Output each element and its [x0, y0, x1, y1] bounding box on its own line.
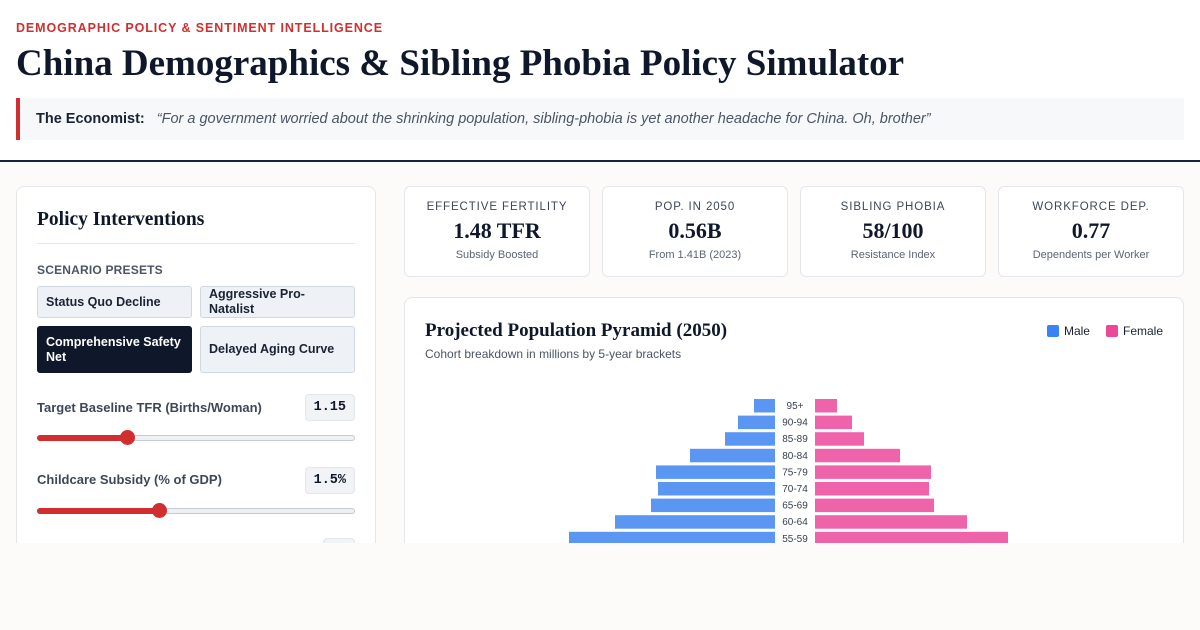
preset-delayed-aging-button[interactable]: Delayed Aging Curve [200, 326, 355, 373]
age-label: 85-89 [782, 434, 808, 445]
legend-female-swatch [1105, 325, 1118, 337]
kpi-effective-fertility: EFFECTIVE FERTILITY 1.48 TFR Subsidy Boo… [404, 186, 590, 277]
bar-male-55-59 [569, 531, 775, 546]
kpi-sibling-phobia: SIBLING PHOBIA 58/100 Resistance Index [800, 186, 986, 277]
bar-female-90-94 [815, 415, 852, 430]
age-label: 95+ [787, 401, 804, 412]
age-label: 70-74 [782, 484, 808, 495]
page-eyebrow: DEMOGRAPHIC POLICY & SENTIMENT INTELLIGE… [16, 21, 383, 35]
chart-subtitle: Cohort breakdown in millions by 5-year b… [425, 347, 682, 361]
panel-divider [37, 243, 355, 244]
subsidy-label: Childcare Subsidy (% of GDP) [37, 472, 222, 487]
bar-male-85-89 [725, 432, 775, 446]
kpi-sub: Subsidy Boosted [455, 249, 539, 261]
chart-legend: Male Female [1046, 324, 1163, 338]
tfr-value: 1.15 [304, 394, 355, 421]
viewport-edge [0, 543, 1200, 630]
page-title: China Demographics & Sibling Phobia Poli… [16, 43, 905, 84]
bar-male-60-64 [615, 515, 775, 529]
page-header: DEMOGRAPHIC POLICY & SENTIMENT INTELLIGE… [0, 0, 1200, 162]
bar-female-85-89 [815, 432, 864, 446]
bar-female-95+ [815, 399, 837, 413]
kpi-label: SIBLING PHOBIA [840, 201, 946, 213]
legend-female: Female [1105, 324, 1163, 338]
bar-female-55-59 [815, 531, 1008, 546]
bar-female-80-84 [815, 448, 900, 463]
preset-pro-natalist-button[interactable]: Aggressive Pro-Natalist [200, 286, 355, 318]
policy-panel: Policy Interventions SCENARIO PRESETS St… [16, 186, 376, 586]
kpi-value: 0.56B [668, 218, 722, 243]
age-label: 55-59 [782, 534, 808, 545]
kpi-sub: Resistance Index [850, 249, 936, 261]
tfr-slider[interactable] [37, 430, 355, 445]
kpi-workforce-dependency: WORKFORCE DEP. 0.77 Dependents per Worke… [998, 186, 1184, 277]
kpi-value: 1.48 TFR [453, 218, 541, 243]
bar-female-65-69 [815, 498, 934, 513]
tfr-slider-fill [37, 435, 127, 441]
subsidy-slider-thumb[interactable] [151, 503, 167, 518]
age-label: 80-84 [782, 451, 808, 462]
kpi-value: 0.77 [1071, 218, 1111, 243]
tfr-label: Target Baseline TFR (Births/Woman) [37, 400, 262, 415]
kpi-population-2050: POP. IN 2050 0.56B From 1.41B (2023) [602, 186, 788, 277]
kpi-label: WORKFORCE DEP. [1032, 201, 1150, 213]
kpi-label: EFFECTIVE FERTILITY [426, 201, 568, 213]
bar-female-70-74 [815, 482, 929, 496]
subsidy-slider[interactable] [37, 503, 355, 518]
bar-male-65-69 [651, 498, 775, 513]
panel-title: Policy Interventions [37, 209, 205, 230]
bar-male-90-94 [738, 415, 775, 430]
bar-male-95+ [754, 399, 775, 413]
bar-male-80-84 [690, 448, 775, 463]
kpi-value: 58/100 [862, 218, 924, 243]
legend-male-label: Male [1063, 324, 1090, 338]
legend-male: Male [1046, 324, 1090, 338]
preset-status-quo-button[interactable]: Status Quo Decline [37, 286, 192, 318]
subsidy-slider-fill [37, 508, 158, 514]
presets-label: SCENARIO PRESETS [37, 263, 163, 277]
chart-title: Projected Population Pyramid (2050) [425, 320, 728, 341]
age-label: 65-69 [782, 501, 808, 512]
bar-male-70-74 [658, 482, 775, 496]
legend-female-label: Female [1122, 324, 1163, 338]
bar-male-75-79 [656, 465, 775, 479]
bar-female-75-79 [815, 465, 931, 479]
age-label: 60-64 [782, 517, 808, 528]
subsidy-value: 1.5% [304, 467, 355, 494]
kpi-sub: From 1.41B (2023) [648, 249, 742, 261]
quote-source: The Economist: [36, 111, 145, 127]
kpi-sub: Dependents per Worker [1032, 249, 1150, 261]
tfr-slider-thumb[interactable] [120, 430, 136, 445]
age-label: 90-94 [782, 418, 808, 429]
quote-text: “For a government worried about the shri… [156, 111, 931, 127]
preset-safety-net-button[interactable]: Comprehensive Safety Net [37, 326, 192, 373]
kpi-label: POP. IN 2050 [654, 201, 736, 213]
bar-female-60-64 [815, 515, 967, 529]
legend-male-swatch [1046, 325, 1059, 337]
age-label: 75-79 [782, 467, 808, 478]
population-pyramid: 95+ 90-94 85-89 80-84 75-79 70-74 65-69 60-64 55… [569, 399, 1008, 546]
economist-quote: The Economist: “For a government worried… [16, 98, 1184, 140]
